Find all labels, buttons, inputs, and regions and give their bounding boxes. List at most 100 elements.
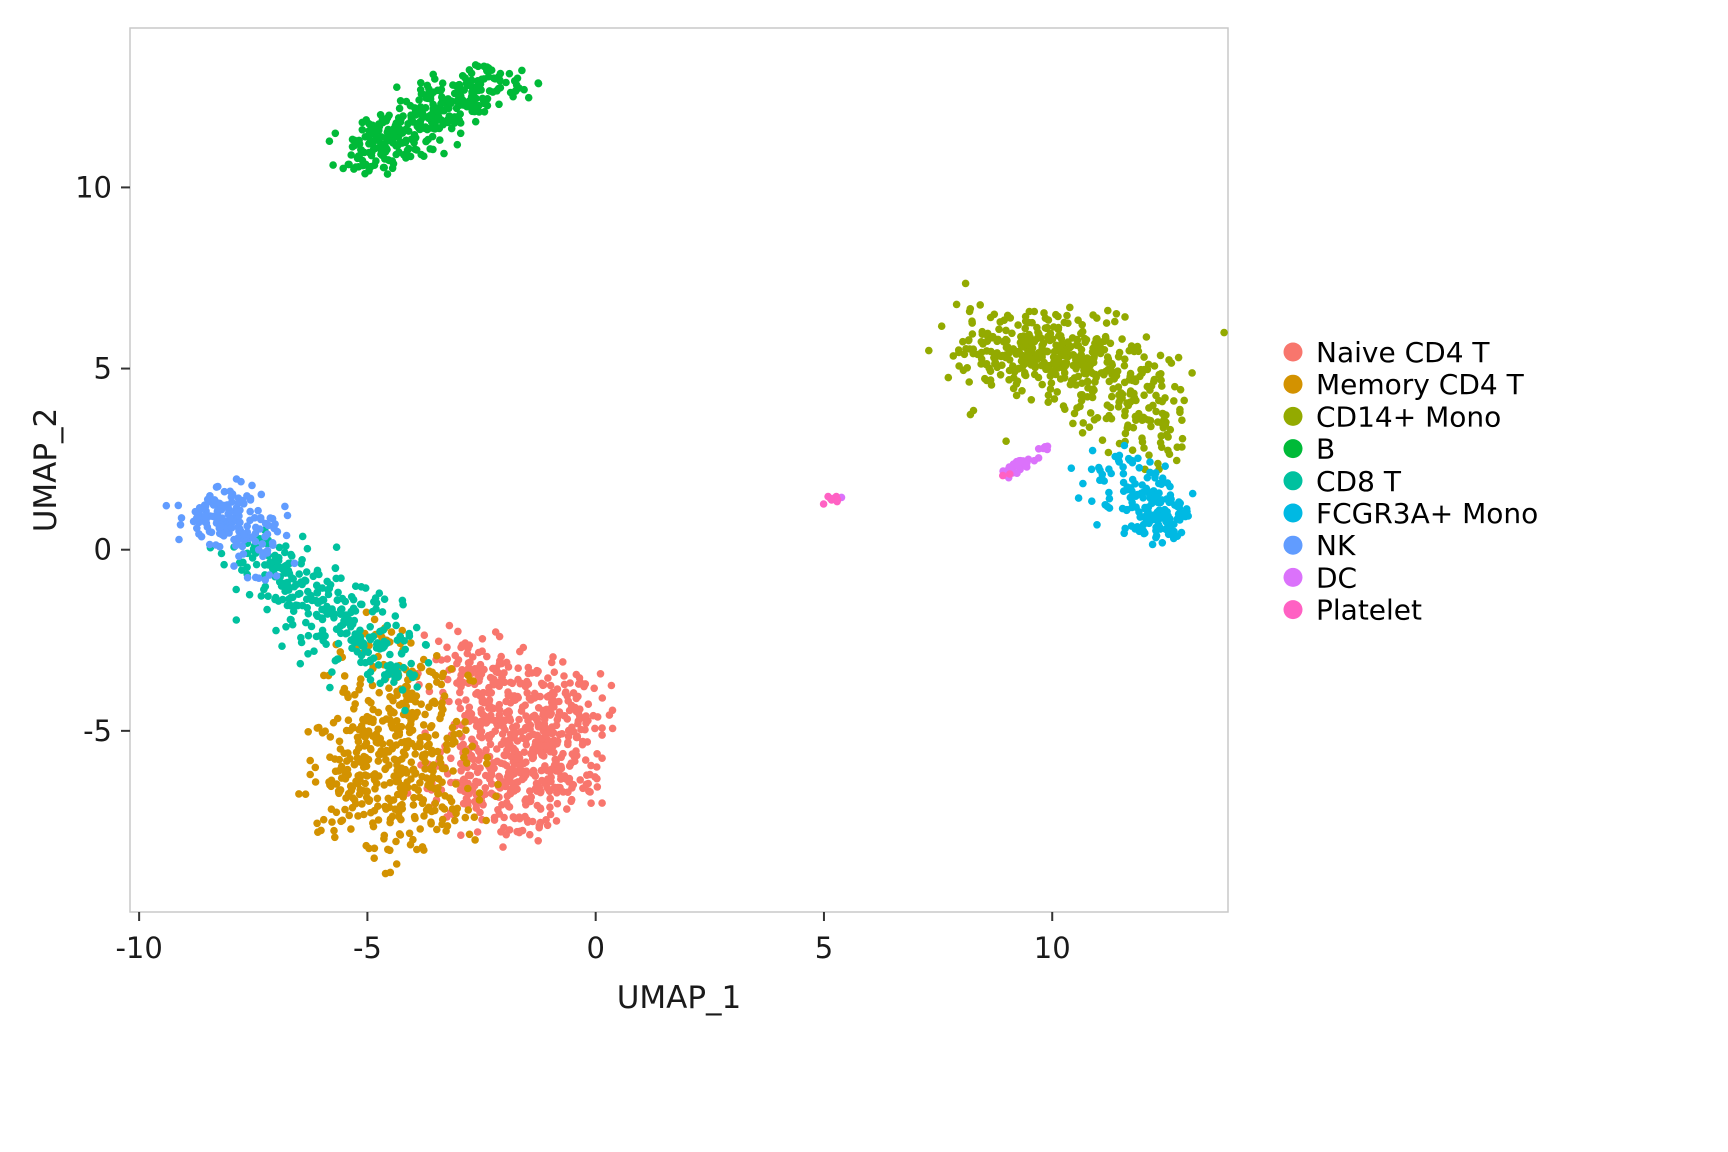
scatter-point (304, 728, 313, 736)
scatter-point (1082, 336, 1091, 344)
scatter-point (458, 666, 466, 674)
scatter-point (337, 774, 346, 782)
scatter-point (524, 93, 533, 102)
scatter-point (1083, 377, 1092, 386)
scatter-point (376, 645, 384, 653)
scatter-point (436, 87, 445, 95)
scatter-point (1054, 325, 1063, 334)
scatter-point (522, 740, 531, 749)
scatter-point (949, 352, 958, 360)
scatter-point (1166, 482, 1174, 491)
scatter-point (447, 124, 456, 133)
scatter-point (399, 112, 407, 120)
scatter-point (195, 530, 203, 538)
scatter-point (438, 79, 447, 87)
scatter-point (1053, 388, 1061, 396)
scatter-point (1060, 351, 1068, 360)
scatter-point (1158, 409, 1167, 418)
scatter-point (1167, 359, 1176, 367)
scatter-point (1022, 351, 1030, 360)
scatter-point (977, 348, 986, 357)
scatter-point (1024, 336, 1033, 344)
scatter-point (386, 650, 394, 659)
scatter-point (819, 500, 828, 508)
scatter-point (228, 524, 236, 532)
scatter-point (462, 726, 470, 734)
scatter-point (473, 828, 482, 836)
scatter-point (296, 589, 304, 598)
scatter-point (524, 663, 533, 672)
scatter-point (1044, 316, 1053, 324)
scatter-point (1149, 401, 1157, 410)
scatter-point (1160, 508, 1169, 517)
scatter-point (313, 581, 321, 590)
scatter-point (407, 659, 416, 668)
scatter-point (1132, 492, 1140, 501)
legend-swatch (1283, 535, 1303, 555)
scatter-point (361, 779, 370, 788)
scatter-point (546, 810, 555, 819)
scatter-point (969, 406, 978, 415)
scatter-point (343, 765, 352, 774)
scatter-point (311, 778, 320, 786)
scatter-point (429, 70, 438, 79)
scatter-point (440, 805, 449, 813)
scatter-point (227, 493, 236, 501)
scatter-point (1002, 437, 1010, 446)
scatter-point (1155, 370, 1163, 379)
scatter-point (1158, 474, 1167, 483)
scatter-point (405, 632, 414, 640)
scatter-point (344, 693, 352, 702)
scatter-point (326, 581, 335, 589)
scatter-point (356, 758, 365, 766)
scatter-point (509, 744, 518, 753)
scatter-point (313, 819, 321, 828)
scatter-point (380, 595, 389, 603)
scatter-point (965, 378, 973, 386)
scatter-point (454, 627, 462, 636)
scatter-point (1184, 512, 1192, 520)
scatter-point (591, 724, 599, 733)
scatter-point (282, 531, 291, 540)
scatter-point (546, 681, 555, 690)
scatter-point (347, 151, 356, 159)
scatter-point (376, 144, 384, 152)
scatter-point (456, 704, 465, 713)
legend-item-fcgr3a-mono: FCGR3A+ Mono (1283, 497, 1538, 530)
scatter-point (1148, 540, 1157, 549)
scatter-point (571, 757, 579, 765)
scatter-point (1021, 312, 1030, 321)
scatter-point (1162, 517, 1170, 526)
scatter-point (311, 763, 320, 772)
scatter-point (490, 716, 499, 725)
scatter-point (1059, 402, 1068, 410)
scatter-point (955, 362, 963, 370)
scatter-point (466, 771, 475, 780)
scatter-point (583, 771, 591, 779)
scatter-point (1110, 375, 1118, 383)
scatter-point (397, 770, 405, 778)
scatter-point (495, 700, 504, 709)
scatter-point (384, 845, 392, 854)
scatter-point (337, 610, 345, 618)
scatter-point (358, 731, 367, 739)
scatter-point (302, 568, 311, 576)
scatter-point (552, 721, 561, 730)
scatter-point (1128, 456, 1136, 465)
scatter-point (581, 680, 590, 688)
scatter-point (414, 786, 423, 794)
scatter-point (961, 279, 970, 288)
scatter-point (1031, 363, 1039, 372)
scatter-point (1067, 464, 1076, 473)
scatter-point (456, 110, 465, 118)
scatter-point (584, 779, 592, 788)
x-tick-label: 10 (1034, 931, 1071, 965)
scatter-point (1164, 433, 1172, 441)
scatter-point (390, 131, 398, 140)
scatter-point (310, 647, 318, 655)
scatter-point (345, 811, 354, 820)
scatter-point (553, 799, 562, 808)
scatter-point (341, 805, 349, 814)
scatter-point (243, 573, 252, 582)
scatter-point (345, 160, 353, 169)
